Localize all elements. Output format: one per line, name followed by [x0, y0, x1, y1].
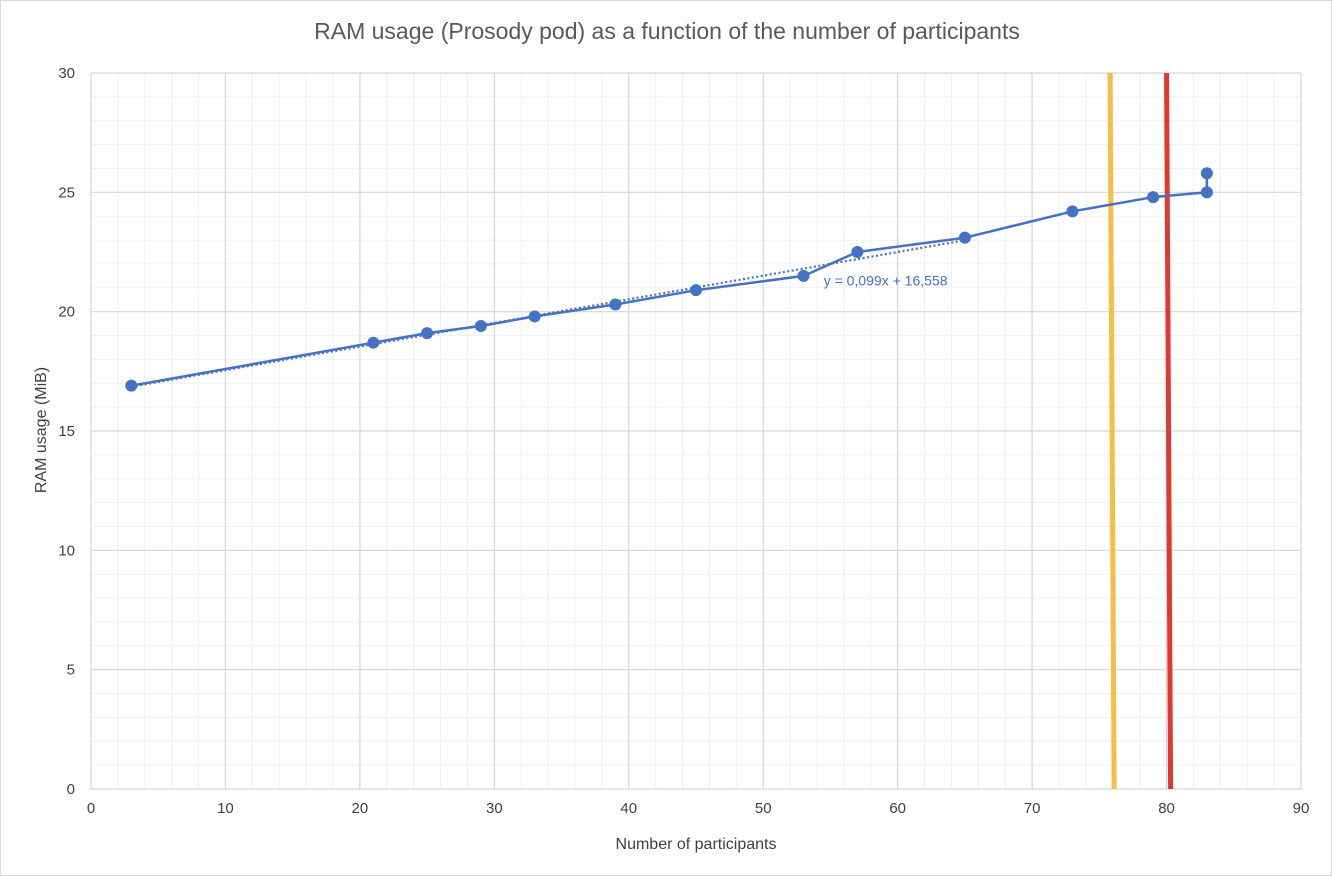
- data-point: [125, 379, 138, 392]
- x-tick-label: 50: [755, 800, 772, 817]
- data-point: [797, 269, 810, 282]
- data-point: [690, 284, 702, 297]
- x-tick-label: 60: [889, 800, 906, 817]
- x-tick-label: 80: [1158, 800, 1175, 817]
- x-axis-tick-labels: 0 10 20 30 40 50 60 70 80 90: [87, 800, 1310, 817]
- x-axis-title: Number of participants: [616, 836, 777, 853]
- y-tick-label: 30: [58, 65, 75, 82]
- threshold-lines: [1107, 72, 1174, 790]
- data-point: [851, 246, 864, 258]
- threshold-line: [1164, 72, 1174, 790]
- x-tick-label: 70: [1024, 800, 1041, 817]
- series-group: [125, 167, 1213, 392]
- x-tick-label: 90: [1293, 800, 1310, 817]
- data-point: [1066, 205, 1079, 218]
- series-line: [131, 173, 1209, 387]
- x-tick-label: 10: [217, 800, 234, 817]
- data-point: [1200, 167, 1213, 180]
- data-point: [609, 298, 622, 311]
- y-axis-tick-labels: 0 5 10 15 20 25 30: [58, 65, 75, 798]
- y-tick-label: 5: [67, 662, 75, 679]
- data-point: [1147, 191, 1160, 204]
- data-point: [1200, 186, 1213, 199]
- data-point: [958, 231, 971, 244]
- x-tick-label: 0: [87, 800, 95, 817]
- major-gridlines: [90, 72, 1302, 790]
- y-axis-title: RAM usage (MiB): [33, 367, 50, 493]
- x-tick-label: 40: [620, 800, 637, 817]
- threshold-line: [1107, 72, 1117, 790]
- y-tick-label: 0: [67, 781, 75, 798]
- data-point: [367, 336, 380, 349]
- x-tick-label: 20: [352, 800, 369, 817]
- data-point: [421, 327, 434, 340]
- y-tick-label: 10: [58, 542, 75, 559]
- y-tick-label: 20: [58, 304, 75, 321]
- y-tick-label: 15: [58, 423, 75, 440]
- data-point: [528, 310, 541, 323]
- x-tick-label: 30: [486, 800, 503, 817]
- data-point: [474, 319, 487, 332]
- chart-title: RAM usage (Prosody pod) as a function of…: [314, 18, 1020, 44]
- trendline-equation-label: y = 0,099x + 16,558: [824, 272, 948, 288]
- y-tick-label: 25: [58, 184, 75, 201]
